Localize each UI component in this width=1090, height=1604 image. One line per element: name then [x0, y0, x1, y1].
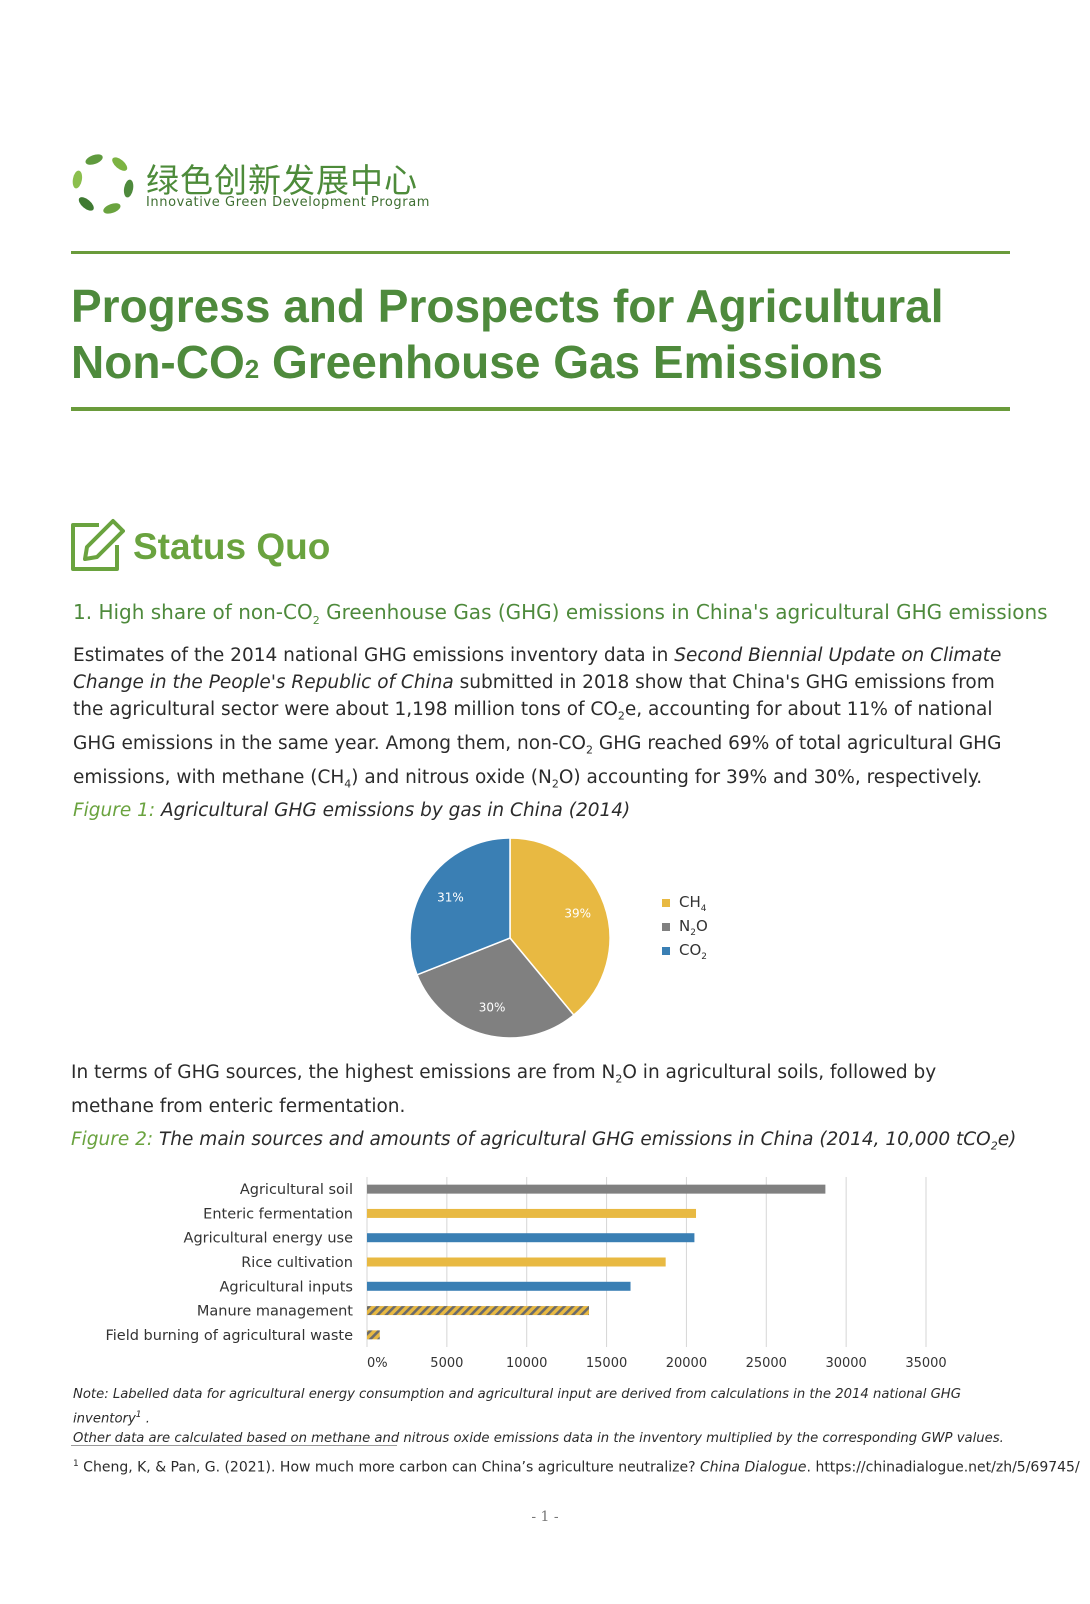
para1-sub-2: 2 [585, 743, 593, 757]
footnote: 1 Cheng, K, & Pan, G. (2021). How much m… [73, 1454, 1080, 1478]
x-tick-label: 0% [367, 1356, 388, 1371]
bar-chart: 0% 5000 10000 15000 20000 25000 30000 35000 Agri… [105, 1177, 947, 1371]
edit-square-icon [71, 519, 125, 571]
footnote-number: 1 [73, 1459, 79, 1469]
pie-slice-co2 [409, 837, 511, 976]
title-line-2-sub: 2 [244, 354, 260, 384]
category-label: Field burning of agricultural waste [105, 1328, 353, 1344]
note-line-1-end: . [141, 1411, 150, 1427]
x-tick-label: 5000 [430, 1356, 463, 1371]
x-tick-label: 35000 [905, 1356, 946, 1371]
category-label: Rice cultivation [241, 1255, 353, 1271]
figure-2-label: Figure 2: [71, 1129, 154, 1150]
bar-enteric-fermentation [367, 1208, 697, 1218]
pie-legend: CH4 N2O CO2 [662, 891, 708, 963]
page-title: Progress and Prospects for Agricultural … [71, 278, 1010, 397]
category-label: Agricultural inputs [219, 1279, 353, 1295]
pie-label-co2: 31% [437, 891, 464, 905]
para1-text-6: O) accounting for 39% and 30%, respectiv… [558, 767, 983, 789]
title-line-2-post: Greenhouse Gas Emissions [259, 336, 884, 388]
section-title: Status Quo [133, 526, 331, 567]
figure-2-caption-sub: 2 [990, 1139, 998, 1153]
para1-text-5: ) and nitrous oxide (N [351, 767, 552, 789]
logo-chinese-name: 绿色创新发展中心 [146, 161, 418, 200]
category-label: Manure management [197, 1304, 353, 1320]
category-label: Enteric fermentation [203, 1206, 353, 1222]
footnote-text-1: Cheng, K, & Pan, G. (2021). How much mor… [78, 1459, 701, 1476]
footnote-rule [71, 1445, 397, 1446]
title-rule-top [71, 251, 1010, 254]
para1-sub-4: 2 [551, 777, 559, 791]
para1-text-2: submitted in 2018 show that China's GHG … [73, 672, 995, 721]
logo-leaf-ring-icon [72, 154, 134, 214]
bar-manure-management [367, 1306, 590, 1316]
legend-item-ch4: CH4 [662, 891, 708, 915]
figure-2-caption-pre: The main sources and amounts of agricult… [153, 1129, 991, 1150]
page-number: - 1 - [531, 1509, 559, 1525]
para1-sub-3: 4 [344, 777, 352, 791]
x-tick-label: 25000 [746, 1356, 787, 1371]
pie-label-ch4: 39% [564, 907, 591, 921]
category-label: Agricultural energy use [184, 1231, 354, 1247]
footnote-source: China Dialogue [700, 1459, 807, 1476]
figure-1-caption-text: Agricultural GHG emissions by gas in Chi… [155, 800, 631, 821]
figure-1-caption: Figure 1: Agricultural GHG emissions by … [73, 800, 630, 821]
title-rule-bottom [71, 407, 1010, 411]
legend-swatch [662, 923, 670, 931]
figure-1-label: Figure 1: [73, 800, 156, 821]
bar-rice-cultivation [367, 1257, 666, 1267]
legend-item-co2: CO2 [662, 939, 708, 963]
para2-sub-1: 2 [615, 1072, 623, 1086]
para1-sub-1: 2 [617, 710, 625, 724]
legend-item-n2o: N2O [662, 915, 708, 939]
figure-2-caption-post: e) [997, 1129, 1017, 1150]
para1-text-4: GHG reached 69% of total agricultural GH… [73, 733, 1002, 789]
pie-slice-ch4 [509, 837, 611, 1017]
pie-slice-n2o [416, 937, 575, 1039]
paragraph-1: Estimates of the 2014 national GHG emiss… [73, 642, 1018, 798]
para1-report-title: Second Biennial Update on Climate Change… [73, 645, 1002, 694]
note-line-1: Note: Labelled data for agricultural ene… [73, 1387, 961, 1427]
para2-text-2: O in agricultural soils, followed by met… [71, 1062, 937, 1117]
note-line-2: Other data are calculated based on metha… [73, 1431, 1004, 1447]
subhead-post: Greenhouse Gas (GHG) emissions in China'… [319, 600, 1048, 624]
legend-label: CH4 [679, 892, 707, 914]
note-sup: 1 [135, 1410, 142, 1420]
x-tick-label: 30000 [825, 1356, 866, 1371]
bar-agricultural-energy-use [367, 1233, 695, 1243]
legend-label: N2O [679, 916, 708, 938]
subsection-heading: 1. High share of non-CO2 Greenhouse Gas … [73, 598, 1048, 635]
figure-note: Note: Labelled data for agricultural ene… [73, 1385, 1033, 1449]
category-label: Agricultural soil [240, 1182, 353, 1198]
logo-english-name: Innovative Green Development Program [146, 195, 431, 210]
title-line-1: Progress and Prospects for Agricultural [71, 280, 944, 332]
bar-field-burning-of-agricultural-waste [367, 1330, 380, 1340]
bar-agricultural-inputs [367, 1281, 631, 1291]
x-tick-label: 10000 [506, 1356, 547, 1371]
pie-chart: 39% 30% 31% [409, 837, 611, 1039]
legend-swatch [662, 947, 670, 955]
footnote-text-2: . https://chinadialogue.net/zh/5/69745/ [806, 1459, 1080, 1476]
pie-label-n2o: 30% [479, 1001, 506, 1015]
bar-agricultural-soil [367, 1184, 826, 1194]
para1-text-3: e, accounting for about 11% of national … [73, 699, 993, 755]
legend-swatch [662, 899, 670, 907]
paragraph-2: In terms of GHG sources, the highest emi… [71, 1059, 1016, 1120]
para2-text-1: In terms of GHG sources, the highest emi… [71, 1062, 616, 1083]
legend-label: CO2 [679, 940, 708, 962]
title-line-2-pre: Non-CO [71, 336, 245, 388]
x-tick-label: 20000 [666, 1356, 707, 1371]
para1-text-1: Estimates of the 2014 national GHG emiss… [73, 645, 675, 666]
subhead-sub: 2 [312, 614, 320, 627]
subhead-pre: 1. High share of non-CO [73, 600, 313, 624]
figure-2-caption: Figure 2: The main sources and amounts o… [71, 1129, 1016, 1153]
x-tick-label: 15000 [586, 1356, 627, 1371]
